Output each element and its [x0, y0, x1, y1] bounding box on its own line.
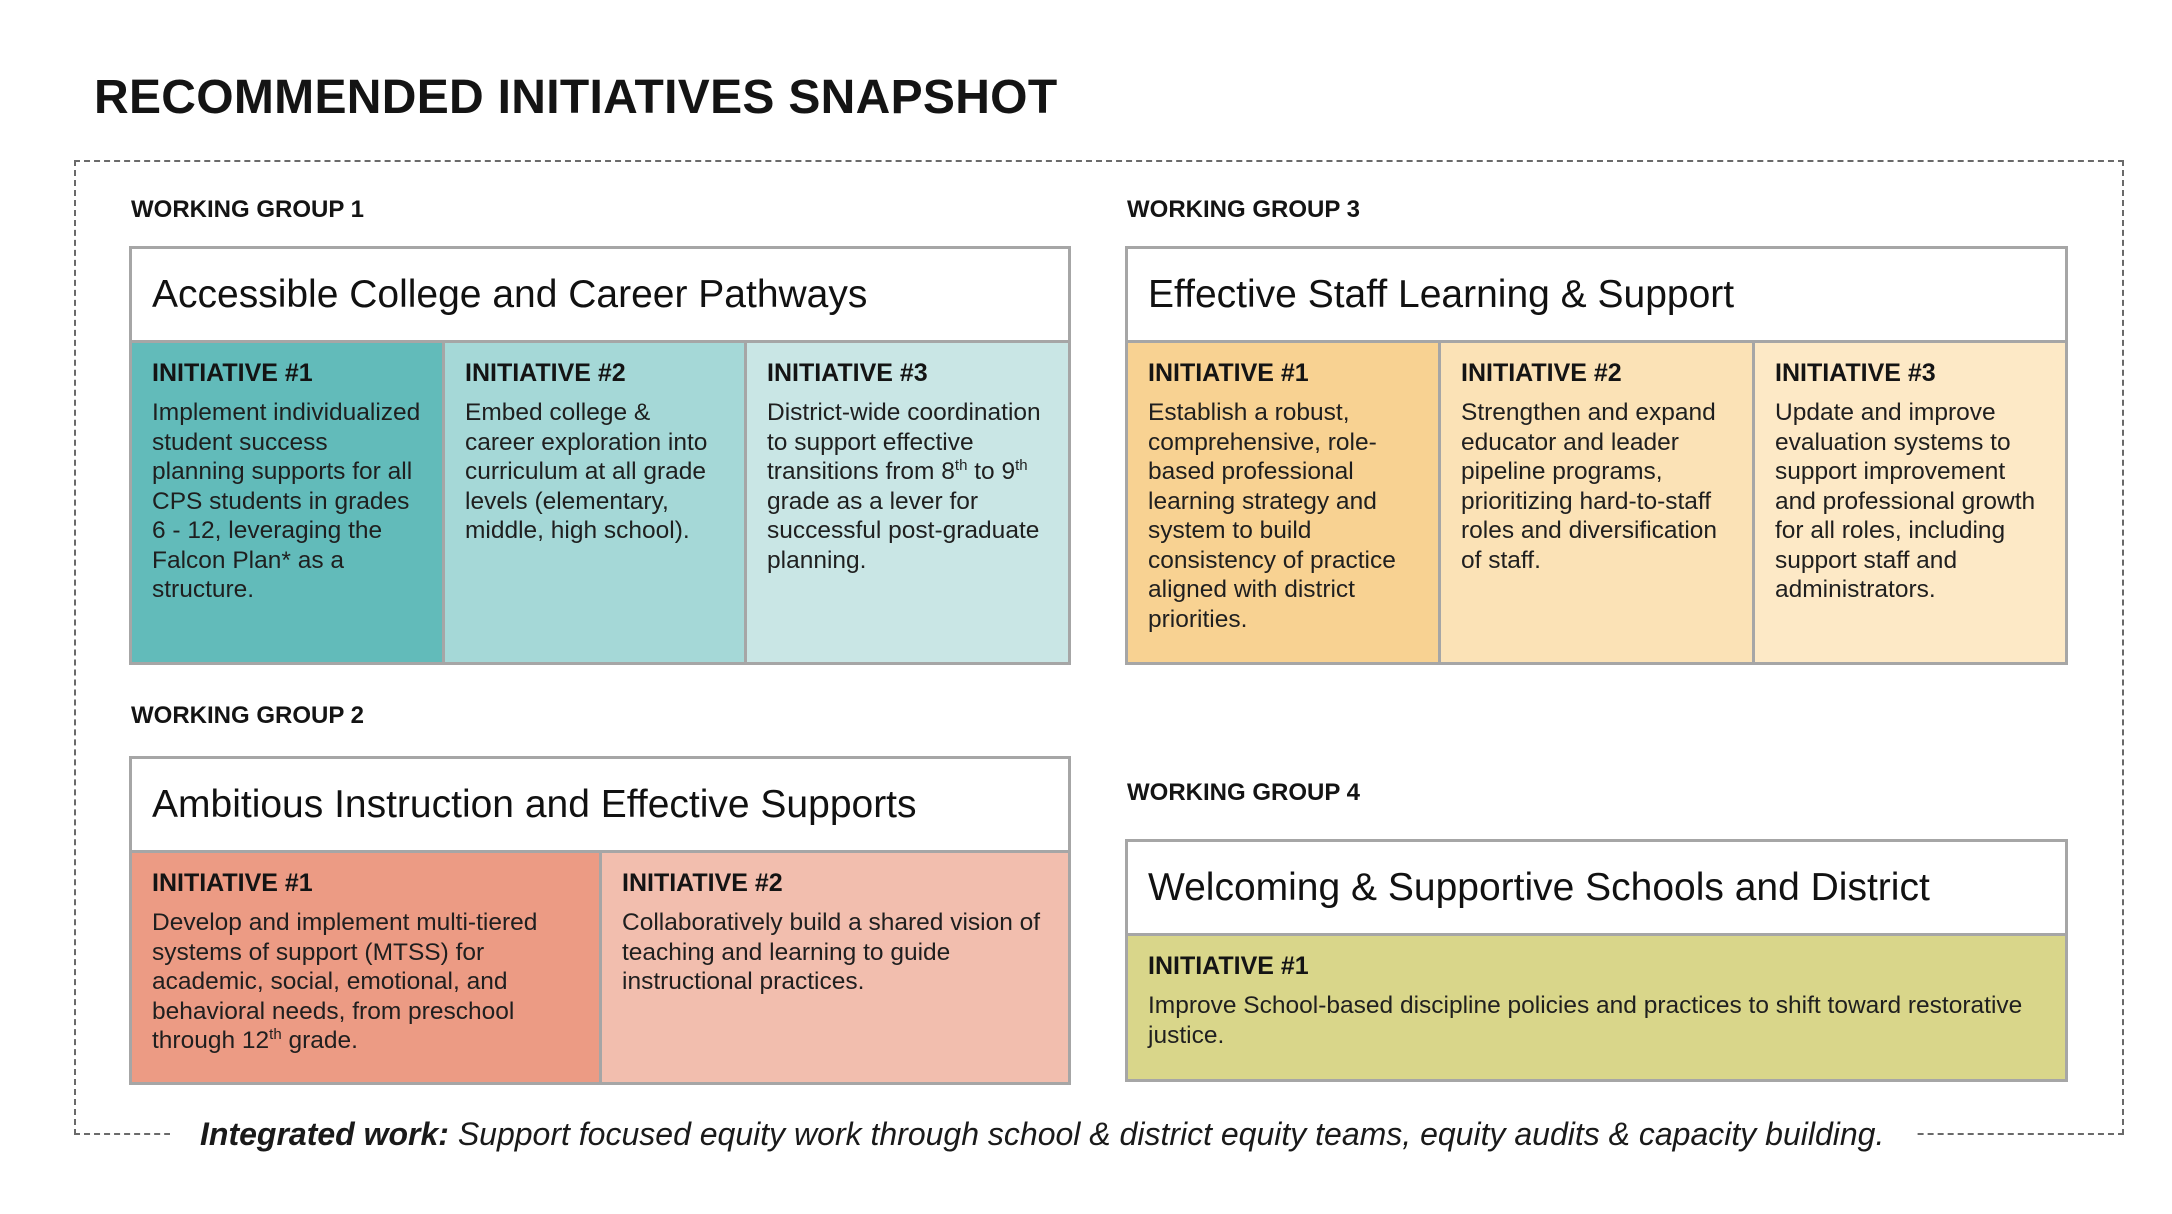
integrated-work-note: Integrated work: Support focused equity …	[170, 1116, 1915, 1153]
wg1-initiative-1: INITIATIVE #1 Implement individualized s…	[132, 343, 445, 662]
wg2-initiative-1: INITIATIVE #1 Develop and implement mult…	[132, 853, 602, 1082]
working-group-4-title: Welcoming & Supportive Schools and Distr…	[1128, 842, 2065, 936]
initiative-label: INITIATIVE #3	[767, 359, 928, 387]
wg3-initiative-2: INITIATIVE #2 Strengthen and expand educ…	[1441, 343, 1755, 662]
initiative-label: INITIATIVE #2	[622, 869, 783, 897]
wg3-initiative-1: INITIATIVE #1 Establish a robust, compre…	[1128, 343, 1441, 662]
initiative-text: Collaboratively build a shared vision of…	[622, 909, 1041, 995]
initiative-text: Develop and implement multi-tiered syste…	[152, 909, 538, 1054]
initiative-label: INITIATIVE #2	[465, 359, 626, 387]
initiative-label: INITIATIVE #1	[1148, 359, 1309, 387]
working-group-1-title: Accessible College and Career Pathways	[132, 249, 1068, 343]
integrated-work-label: Integrated work:	[200, 1116, 449, 1152]
initiative-label: INITIATIVE #3	[1775, 359, 1936, 387]
wg2-initiative-2: INITIATIVE #2 Collaboratively build a sh…	[602, 853, 1068, 1082]
working-group-3-label: WORKING GROUP 3	[1127, 196, 1360, 223]
initiative-text: Improve School-based discipline policies…	[1148, 992, 2023, 1049]
initiative-text: District-wide coordination to support ef…	[767, 399, 1041, 574]
initiative-text: Update and improve evaluation systems to…	[1775, 399, 2036, 603]
initiative-text: Strengthen and expand educator and leade…	[1461, 399, 1718, 574]
initiative-text: Implement individualized student success…	[152, 399, 421, 603]
initiative-label: INITIATIVE #1	[152, 869, 313, 897]
working-group-4-card: Welcoming & Supportive Schools and Distr…	[1125, 839, 2068, 1082]
page-title: RECOMMENDED INITIATIVES SNAPSHOT	[94, 71, 1058, 124]
working-group-3-card: Effective Staff Learning & Support INITI…	[1125, 246, 2068, 665]
wg1-initiative-3: INITIATIVE #3 District-wide coordination…	[747, 343, 1068, 662]
initiative-text: Establish a robust, comprehensive, role-…	[1148, 399, 1396, 633]
working-group-2-title: Ambitious Instruction and Effective Supp…	[132, 759, 1068, 853]
initiative-text: Embed college & career exploration into …	[465, 399, 708, 544]
working-group-3-title: Effective Staff Learning & Support	[1128, 249, 2065, 343]
working-group-2-label: WORKING GROUP 2	[131, 702, 364, 729]
working-group-4-label: WORKING GROUP 4	[1127, 779, 1360, 806]
initiative-label: INITIATIVE #1	[1148, 952, 1309, 980]
wg3-initiative-3: INITIATIVE #3 Update and improve evaluat…	[1755, 343, 2065, 662]
working-group-1-label: WORKING GROUP 1	[131, 196, 364, 223]
initiative-label: INITIATIVE #2	[1461, 359, 1622, 387]
working-group-1-card: Accessible College and Career Pathways I…	[129, 246, 1071, 665]
initiative-label: INITIATIVE #1	[152, 359, 313, 387]
wg4-initiative-1: INITIATIVE #1 Improve School-based disci…	[1128, 936, 2065, 1079]
wg1-initiative-2: INITIATIVE #2 Embed college & career exp…	[445, 343, 747, 662]
working-group-2-card: Ambitious Instruction and Effective Supp…	[129, 756, 1071, 1085]
integrated-work-text: Support focused equity work through scho…	[448, 1116, 1885, 1152]
